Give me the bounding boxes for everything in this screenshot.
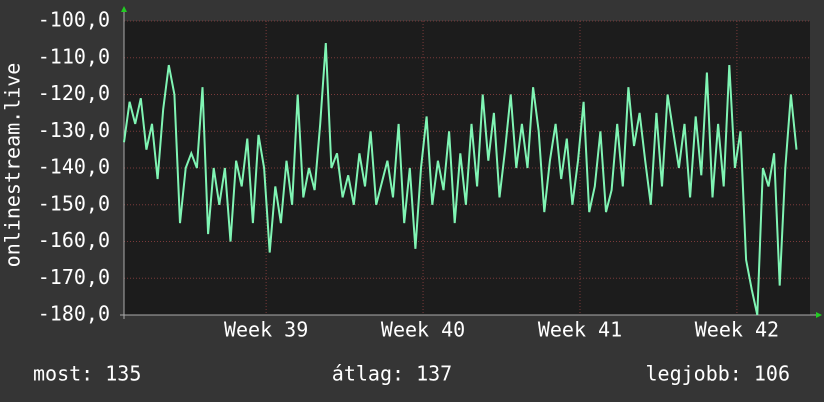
y-tick-label: -100,0 <box>38 8 110 32</box>
y-axis-arrow <box>121 6 127 12</box>
y-tick-label: -180,0 <box>38 302 110 326</box>
stat-current: most: 135 <box>33 362 141 386</box>
y-tick-label: -110,0 <box>38 44 110 68</box>
y-tick-label: -120,0 <box>38 81 110 105</box>
y-tick-label: -170,0 <box>38 265 110 289</box>
x-tick-label: Week 40 <box>381 318 465 342</box>
stat-best: legjobb: 106 <box>646 362 791 386</box>
stat-average: átlag: 137 <box>332 362 452 386</box>
x-tick-label: Week 41 <box>538 318 622 342</box>
y-tick-label: -140,0 <box>38 155 110 179</box>
x-axis-arrow <box>816 312 822 318</box>
y-tick-label: -150,0 <box>38 191 110 215</box>
y-tick-label: -160,0 <box>38 228 110 252</box>
x-tick-label: Week 39 <box>224 318 308 342</box>
x-tick-label: Week 42 <box>695 318 779 342</box>
y-axis-label: onlinestream.live <box>1 63 25 268</box>
y-tick-label: -130,0 <box>38 118 110 142</box>
data-line <box>123 43 798 316</box>
